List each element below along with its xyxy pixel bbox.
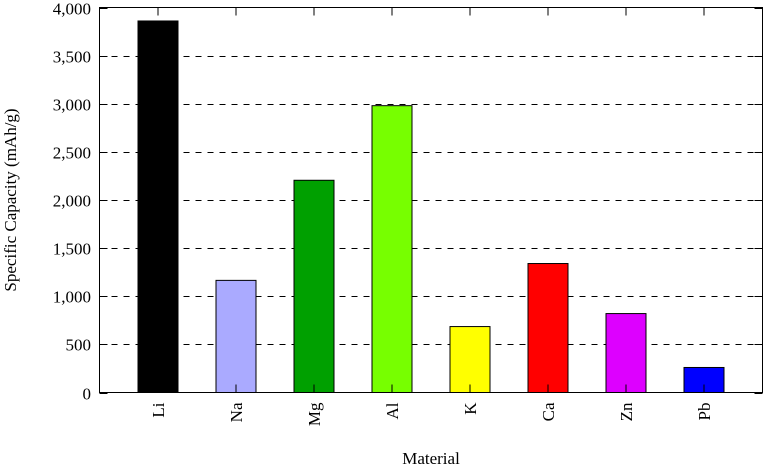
bar-zn	[605, 313, 647, 394]
bar-na	[215, 279, 257, 393]
x-tick-label: K	[461, 402, 480, 415]
y-tick-label: 3,500	[53, 48, 91, 67]
bars	[137, 20, 725, 394]
x-tick-label: Ca	[539, 402, 558, 421]
y-tick-label: 2,000	[53, 192, 91, 211]
x-tick-label: Zn	[617, 402, 636, 421]
bar-al	[371, 105, 413, 394]
ticks	[99, 7, 763, 394]
x-tick-label: Al	[383, 402, 402, 419]
y-tick-label: 500	[66, 336, 92, 355]
y-tick-label: 1,000	[53, 288, 91, 307]
y-tick-labels: 0 500 1,000 1,500 2,000 2,500 3,000 3,500 4,000	[53, 0, 91, 404]
x-axis-label: Material	[402, 449, 460, 465]
bar-li	[137, 20, 179, 393]
x-tick-labels: Li Na Mg Al K Ca Zn Pb	[149, 402, 714, 426]
y-tick-label: 0	[83, 385, 92, 404]
x-tick-label: Pb	[695, 403, 714, 421]
x-tick-label: Na	[227, 402, 246, 422]
x-tick-label: Mg	[305, 402, 324, 426]
bar-ca	[527, 263, 569, 393]
y-tick-label: 2,500	[53, 144, 91, 163]
grid-lines	[99, 56, 763, 345]
bar-mg	[293, 179, 335, 393]
y-tick-label: 4,000	[53, 0, 91, 19]
y-tick-label: 1,500	[53, 240, 91, 259]
y-tick-label: 3,000	[53, 96, 91, 115]
bar-k	[449, 326, 491, 394]
y-axis-label: Specific Capacity (mAh/g)	[1, 108, 20, 291]
x-tick-label: Li	[149, 402, 168, 417]
